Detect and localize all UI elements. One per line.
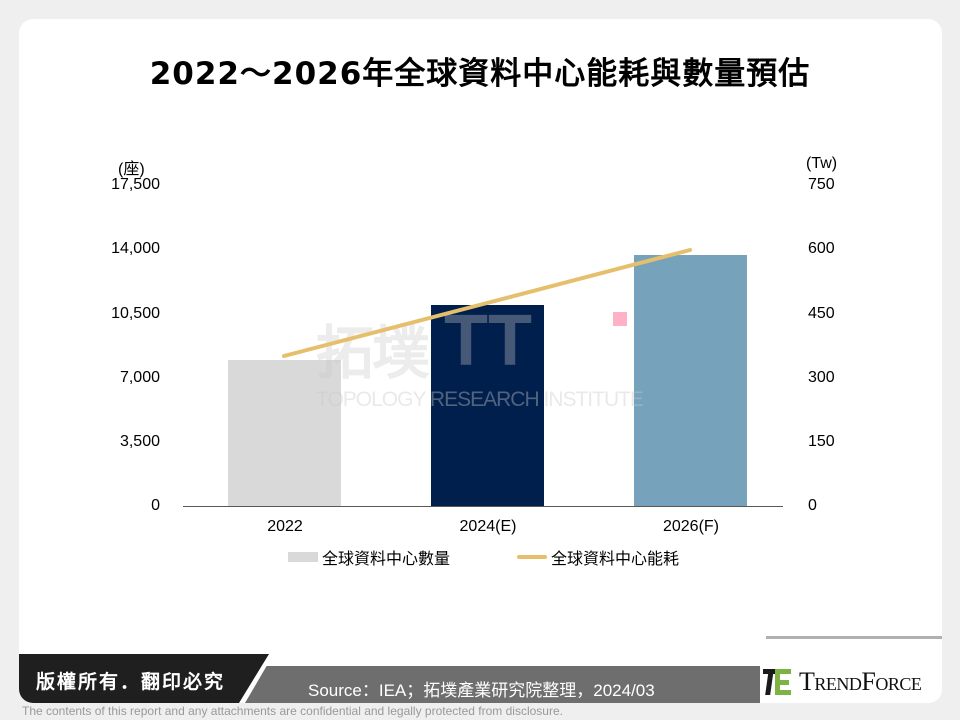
x-label: 2022 (267, 518, 303, 535)
right-tick: 0 (808, 497, 817, 514)
copyright-text: 版權所有．翻印必究 (36, 671, 226, 693)
left-tick: 17,500 (111, 176, 160, 193)
left-tick: 10,500 (111, 305, 160, 322)
copyright-banner (19, 654, 269, 703)
x-axis (183, 506, 783, 507)
left-tick: 3,500 (119, 433, 160, 450)
right-tick: 450 (808, 305, 835, 322)
legend-item-energy: 全球資料中心能耗 (517, 545, 679, 569)
legend-item-count: 全球資料中心數量 (288, 545, 450, 569)
left-tick: 7,000 (119, 369, 160, 386)
bar-2026 (634, 255, 747, 506)
right-tick: 150 (808, 433, 835, 450)
trendforce-logo-icon (763, 669, 791, 695)
bar-2024 (431, 305, 544, 506)
left-tick: 0 (151, 497, 160, 514)
source-text: Source：IEA；拓墣產業研究院整理，2024/03 (308, 681, 655, 700)
source-banner (245, 666, 785, 703)
left-tick: 14,000 (111, 240, 160, 257)
trendforce-logo: TrendForce (763, 667, 922, 697)
bar-2022 (228, 360, 341, 506)
x-label: 2026(F) (662, 518, 720, 535)
right-axis-unit: (Tw) (806, 155, 838, 172)
legend-bar-swatch (288, 552, 318, 562)
right-tick: 750 (808, 176, 835, 193)
right-tick: 600 (808, 240, 835, 257)
left-axis-unit: (座) (118, 161, 145, 178)
disclaimer: The contents of this report and any atta… (22, 704, 563, 718)
x-label: 2024(E) (459, 518, 517, 535)
watermark-dot (613, 312, 627, 326)
chart-title: 2022～2026年全球資料中心能耗與數量預估 (149, 56, 811, 92)
right-tick: 300 (808, 369, 835, 386)
legend-line-swatch (517, 555, 547, 559)
logo-divider (766, 636, 942, 639)
